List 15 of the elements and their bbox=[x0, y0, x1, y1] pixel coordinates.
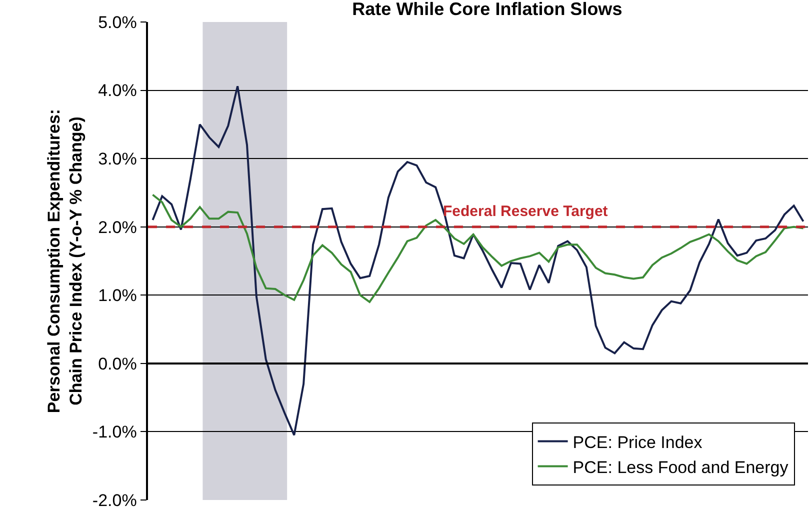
chart-title: Rate While Core Inflation Slows bbox=[352, 0, 622, 20]
y-tick-label: 1.0% bbox=[98, 286, 137, 306]
line-series bbox=[152, 85, 804, 436]
y-tick-label: -2.0% bbox=[92, 490, 137, 510]
y-tick-label: -1.0% bbox=[92, 422, 137, 442]
legend-label: PCE: Less Food and Energy bbox=[572, 458, 789, 477]
line-series bbox=[152, 194, 804, 303]
y-tick-label: 3.0% bbox=[98, 150, 137, 169]
y-tick-label: 5.0% bbox=[98, 12, 137, 32]
ref-line-label: Federal Reserve Target bbox=[443, 203, 608, 220]
y-tick-label: 4.0% bbox=[98, 81, 137, 100]
y-tick-label: 2.0% bbox=[98, 218, 137, 237]
legend-label: PCE: Price Index bbox=[572, 432, 703, 452]
y-tick-label: 0.0% bbox=[98, 354, 137, 374]
y-axis-title: Personal Consumption Expenditures: Chain Price Index (Y-o-Y % Change) bbox=[44, 108, 86, 414]
